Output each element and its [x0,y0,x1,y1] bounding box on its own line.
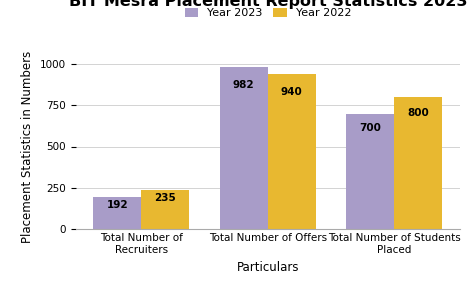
Text: 192: 192 [107,200,128,209]
Text: 982: 982 [233,80,255,90]
Text: 800: 800 [408,108,429,118]
Bar [93,197,141,229]
Legend: Year 2023, Year 2022: Year 2023, Year 2022 [184,8,351,18]
Text: 940: 940 [281,87,303,97]
Y-axis label: Placement Statistics in Numbers: Placement Statistics in Numbers [21,50,35,243]
Text: 700: 700 [359,123,381,133]
Bar [220,67,268,229]
Bar [268,74,316,229]
Bar [394,97,442,229]
Bar [346,114,394,229]
X-axis label: Particulars: Particulars [237,260,299,274]
Title: BIT Mesra Placement Report Statistics 2023: BIT Mesra Placement Report Statistics 20… [69,0,467,9]
Text: 235: 235 [155,193,176,203]
Bar [141,190,190,229]
